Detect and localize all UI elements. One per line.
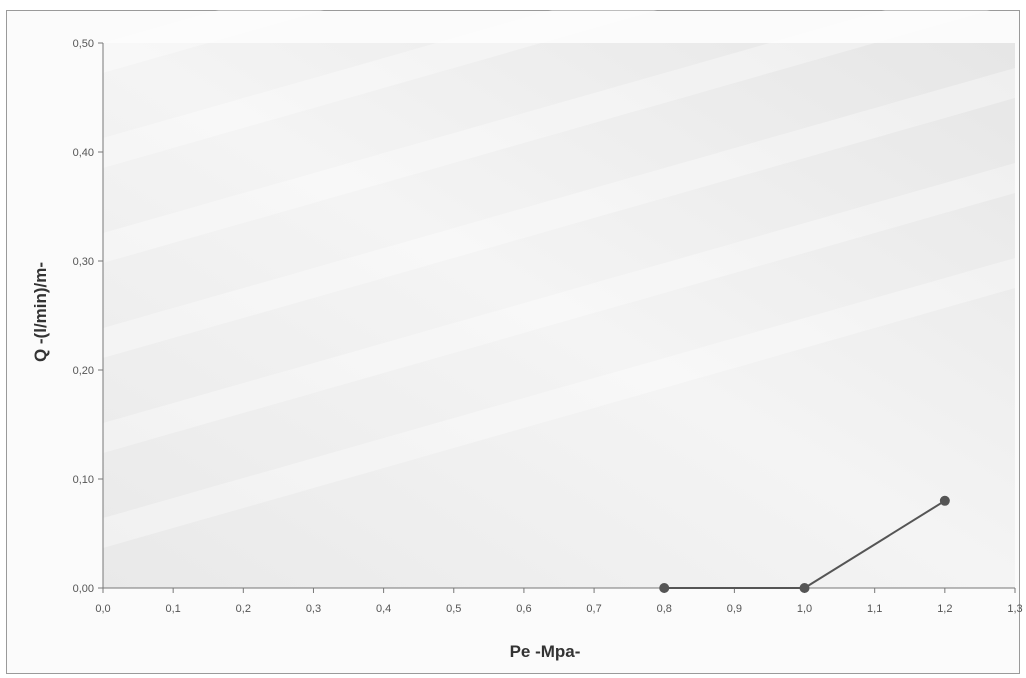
x-tick-label: 0,8 [657,603,672,615]
x-tick-label: 0,5 [446,603,461,615]
data-point [940,496,950,506]
x-tick-label: 0,7 [586,603,601,615]
x-tick-label: 0,6 [516,603,531,615]
y-ticks: 0,00 0,10 0,20 0,30 0,40 0,50 [73,38,103,595]
data-point [800,583,810,593]
x-tick-label: 0,2 [236,603,251,615]
x-tick-label: 0,9 [727,603,742,615]
y-tick-label: 0,40 [73,147,94,159]
y-tick-label: 0,00 [73,583,94,595]
x-tick-label: 0,0 [95,603,110,615]
x-tick-label: 0,4 [376,603,391,615]
x-tick-label: 1,0 [797,603,812,615]
x-tick-label: 1,1 [867,603,882,615]
x-tick-label: 0,1 [166,603,181,615]
x-tick-label: 0,3 [306,603,321,615]
y-tick-label: 0,10 [73,474,94,486]
x-tick-label: 1,2 [937,603,952,615]
x-ticks: 0,0 0,1 0,2 0,3 0,4 0,5 0,6 0,7 0,8 0,9 1,0 1,1 1,2 1… [95,588,1022,615]
y-axis-title: Q -(l/min)/m- [31,262,50,362]
y-tick-label: 0,30 [73,256,94,268]
y-tick-label: 0,20 [73,365,94,377]
data-point [659,583,669,593]
x-tick-label: 1,3 [1007,603,1022,615]
y-tick-label: 0,50 [73,38,94,50]
x-axis-title: Pe -Mpa- [510,642,581,661]
